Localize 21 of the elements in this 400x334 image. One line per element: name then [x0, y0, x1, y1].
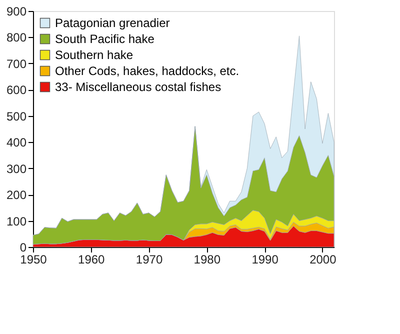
x-tick-label: 2000 — [310, 252, 337, 266]
x-tick-label: 1990 — [252, 252, 279, 266]
legend-label: Patagonian grenadier — [55, 16, 170, 30]
y-tick-label: 200 — [6, 188, 27, 202]
y-tick-label: 300 — [6, 162, 27, 176]
y-tick-label: 800 — [6, 30, 27, 45]
y-tick-label: 0 — [20, 240, 27, 254]
y-tick-label: 500 — [6, 109, 27, 124]
legend-label: South Pacific hake — [55, 32, 155, 46]
x-tick-label: 1980 — [194, 252, 221, 266]
x-tick-label: 1960 — [78, 252, 106, 266]
y-tick-label: 700 — [6, 56, 27, 71]
y-tick-label: 900 — [6, 4, 27, 18]
x-tick-label: 1970 — [136, 252, 163, 266]
legend-label: 33- Miscellaneous costal fishes — [55, 80, 222, 94]
y-tick-label: 100 — [6, 214, 27, 228]
y-tick-label: 600 — [6, 83, 27, 98]
x-tick-label: 1950 — [20, 252, 48, 266]
legend-label: Other Cods, hakes, haddocks, etc. — [55, 64, 240, 78]
y-tick-label: 400 — [6, 136, 27, 150]
legend-label: Southern hake — [55, 48, 134, 62]
